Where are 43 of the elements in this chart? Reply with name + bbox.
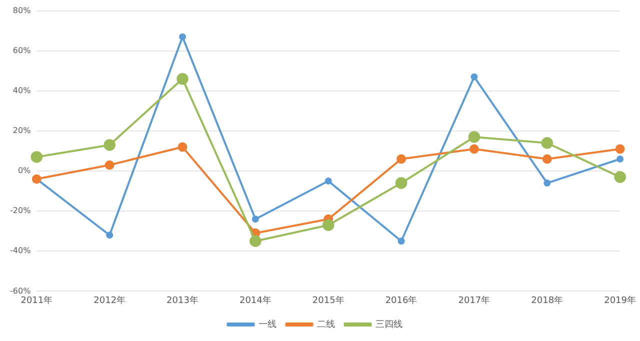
point (616, 156, 624, 163)
x-tick-label: 2018年 (531, 294, 564, 306)
point (615, 144, 625, 154)
point (250, 235, 262, 248)
point (396, 154, 406, 164)
y-tick-label: -60% (10, 286, 32, 296)
y-tick-label: 40% (12, 86, 32, 95)
point (179, 33, 186, 40)
point (614, 171, 626, 183)
point (542, 154, 552, 164)
point (470, 144, 479, 154)
x-tick-label: 2013年 (166, 294, 198, 306)
x-tick-label: 2017年 (458, 294, 490, 306)
point (178, 142, 188, 152)
point (104, 160, 114, 170)
point (395, 177, 408, 189)
point (30, 151, 43, 163)
y-tick-label: -40% (10, 246, 32, 256)
point (398, 238, 405, 245)
y-tick-label: -20% (10, 206, 32, 216)
x-tick-label: 2019年 (604, 294, 636, 306)
point (106, 232, 114, 239)
point (324, 178, 332, 185)
point (322, 219, 334, 232)
x-tick-label: 2015年 (312, 294, 344, 306)
x-tick-label: 2012年 (94, 294, 126, 306)
point (104, 139, 116, 151)
x-tick-label: 2011年 (20, 294, 53, 306)
y-tick-label: 60% (12, 46, 32, 55)
point (544, 180, 551, 187)
point (470, 73, 478, 80)
legend-label: 一线 (258, 318, 276, 330)
point (252, 216, 259, 223)
legend-label: 二线 (316, 318, 335, 330)
y-tick-label: 0% (18, 166, 32, 176)
x-tick-label: 2016年 (385, 294, 418, 306)
y-tick-label: 80% (12, 6, 32, 15)
point (176, 72, 188, 85)
point (541, 137, 554, 149)
point (468, 131, 480, 143)
y-tick-label: 20% (12, 126, 32, 136)
x-tick-label: 2014年 (239, 294, 272, 306)
legend-label: 三四线 (375, 318, 402, 330)
